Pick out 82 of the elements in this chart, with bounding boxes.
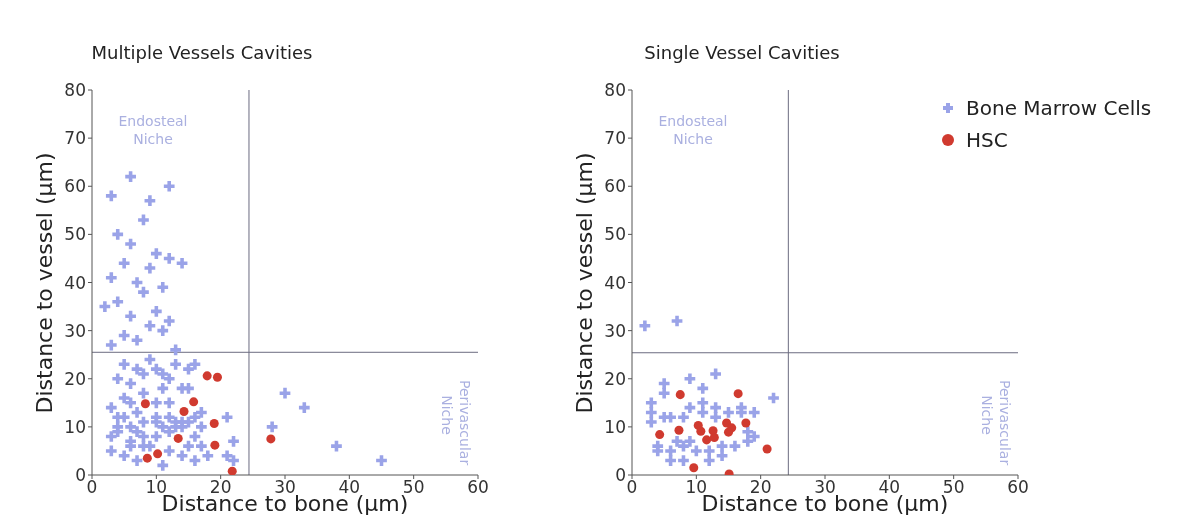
point bbox=[227, 466, 237, 475]
y-tick-label: 20 bbox=[604, 368, 626, 389]
point bbox=[689, 463, 699, 473]
point bbox=[645, 397, 657, 409]
point bbox=[678, 440, 689, 452]
point bbox=[202, 371, 212, 381]
point bbox=[179, 406, 189, 416]
point bbox=[212, 372, 222, 382]
legend-label: HSC bbox=[966, 128, 1008, 152]
point bbox=[702, 435, 712, 445]
point bbox=[684, 373, 696, 385]
point bbox=[153, 449, 163, 459]
point bbox=[768, 392, 779, 404]
y-tick-label: 10 bbox=[64, 416, 86, 437]
point bbox=[697, 383, 709, 394]
y-tick-label: 70 bbox=[64, 128, 86, 149]
point bbox=[142, 453, 152, 463]
point bbox=[709, 432, 719, 442]
y-tick-label: 80 bbox=[604, 80, 626, 101]
point bbox=[671, 315, 683, 327]
point bbox=[655, 430, 665, 440]
point bbox=[703, 445, 715, 457]
x-tick-label: 60 bbox=[1007, 477, 1029, 498]
y-tick-label: 40 bbox=[604, 272, 626, 293]
y-tick-label: 20 bbox=[64, 368, 86, 389]
point bbox=[762, 444, 772, 454]
point bbox=[639, 320, 651, 332]
y-tick-label: 70 bbox=[604, 128, 626, 149]
annotation: Perivascular Niche bbox=[978, 380, 1014, 466]
point bbox=[209, 419, 219, 429]
point bbox=[703, 455, 715, 466]
x-tick-label: 20 bbox=[209, 477, 232, 498]
point bbox=[710, 368, 721, 380]
point bbox=[266, 434, 276, 444]
point bbox=[723, 427, 734, 437]
y-axis-title: Distance to vessel (μm) bbox=[31, 152, 57, 413]
point bbox=[189, 397, 199, 407]
legend-label: Bone Marrow Cells bbox=[966, 96, 1152, 120]
x-tick-label: 20 bbox=[749, 477, 772, 498]
y-tick-label: 50 bbox=[604, 224, 626, 245]
annotation: Perivascular Niche bbox=[438, 380, 474, 466]
point bbox=[684, 402, 696, 413]
y-tick-label: 50 bbox=[64, 224, 86, 245]
y-tick-label: 40 bbox=[64, 272, 86, 293]
annotation: Endosteal Niche bbox=[118, 112, 188, 148]
point bbox=[671, 435, 683, 447]
y-tick-label: 30 bbox=[64, 320, 86, 341]
point bbox=[696, 426, 706, 436]
point bbox=[684, 435, 696, 447]
point bbox=[678, 411, 689, 423]
point bbox=[665, 445, 676, 457]
chart-title: Single Vessel Cavities bbox=[643, 42, 841, 63]
point bbox=[697, 407, 709, 418]
y-tick-label: 10 bbox=[604, 416, 626, 437]
point bbox=[716, 450, 728, 462]
x-tick-label: 30 bbox=[814, 477, 836, 498]
x-tick-label: 60 bbox=[467, 477, 489, 498]
point bbox=[658, 387, 670, 399]
point bbox=[173, 433, 183, 443]
point bbox=[675, 390, 685, 400]
x-tick-label: 30 bbox=[274, 477, 296, 498]
point bbox=[733, 389, 743, 399]
point bbox=[729, 440, 741, 452]
point bbox=[210, 440, 220, 450]
y-tick-label: 30 bbox=[604, 320, 626, 341]
point bbox=[690, 445, 702, 457]
point bbox=[140, 399, 150, 409]
point bbox=[665, 411, 676, 423]
y-tick-label: 80 bbox=[64, 80, 86, 101]
point bbox=[748, 431, 760, 442]
y-axis-title: Distance to vessel (μm) bbox=[571, 152, 597, 413]
point bbox=[741, 418, 751, 428]
point bbox=[674, 425, 684, 435]
y-tick-label: 60 bbox=[64, 176, 86, 197]
point bbox=[697, 397, 709, 409]
point bbox=[645, 416, 657, 428]
annotation: Endosteal Niche bbox=[658, 112, 728, 148]
point bbox=[658, 378, 670, 389]
point bbox=[748, 407, 760, 418]
chart-title: Multiple Vessels Cavities bbox=[90, 42, 314, 63]
y-tick-label: 60 bbox=[604, 176, 626, 197]
point bbox=[710, 411, 721, 423]
